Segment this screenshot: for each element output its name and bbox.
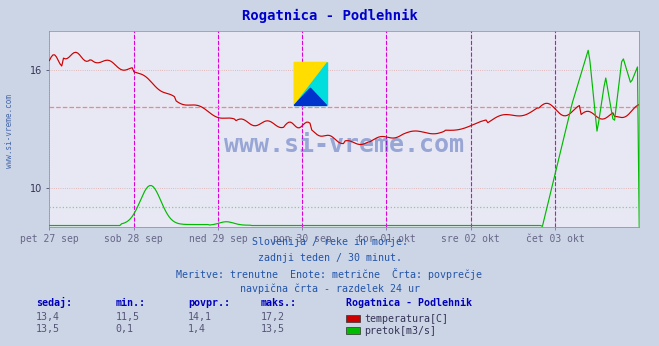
Text: povpr.:: povpr.: [188, 298, 230, 308]
Text: 11,5: 11,5 [115, 312, 139, 322]
Polygon shape [294, 62, 327, 106]
Text: pretok[m3/s]: pretok[m3/s] [364, 327, 436, 336]
Text: sedaj:: sedaj: [36, 297, 72, 308]
Text: Slovenija / reke in morje.: Slovenija / reke in morje. [252, 237, 407, 247]
Text: maks.:: maks.: [260, 298, 297, 308]
Text: navpična črta - razdelek 24 ur: navpična črta - razdelek 24 ur [239, 284, 420, 294]
Text: 0,1: 0,1 [115, 324, 133, 334]
Text: Rogatnica - Podlehnik: Rogatnica - Podlehnik [242, 9, 417, 23]
Polygon shape [294, 62, 327, 106]
Text: 13,4: 13,4 [36, 312, 60, 322]
Text: Meritve: trenutne  Enote: metrične  Črta: povprečje: Meritve: trenutne Enote: metrične Črta: … [177, 268, 482, 280]
Text: 13,5: 13,5 [260, 324, 284, 334]
Text: www.si-vreme.com: www.si-vreme.com [5, 94, 14, 169]
Text: 1,4: 1,4 [188, 324, 206, 334]
Text: temperatura[C]: temperatura[C] [364, 315, 448, 324]
Text: Rogatnica - Podlehnik: Rogatnica - Podlehnik [346, 298, 472, 308]
Text: www.si-vreme.com: www.si-vreme.com [224, 133, 465, 156]
Text: 14,1: 14,1 [188, 312, 212, 322]
Text: 17,2: 17,2 [260, 312, 284, 322]
Polygon shape [294, 88, 327, 106]
Text: min.:: min.: [115, 298, 146, 308]
Text: 13,5: 13,5 [36, 324, 60, 334]
Text: zadnji teden / 30 minut.: zadnji teden / 30 minut. [258, 253, 401, 263]
